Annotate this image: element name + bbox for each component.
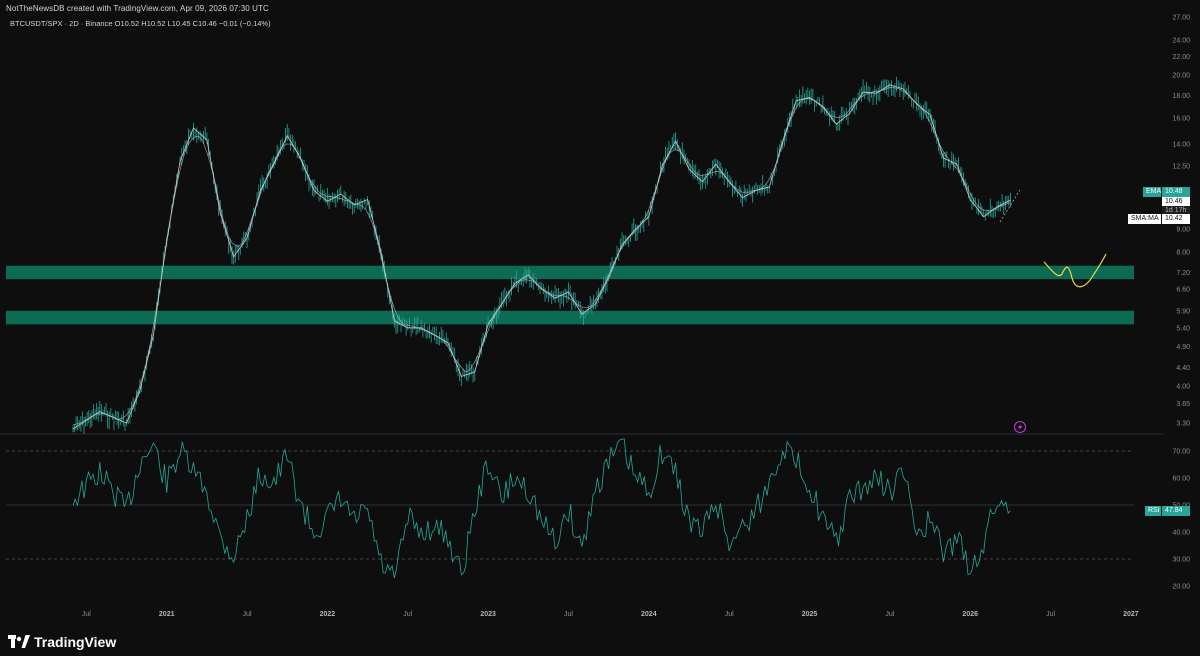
price-tick-label: 5.90 [1176, 308, 1190, 315]
last-price-label: 10.46 [1162, 197, 1190, 207]
x-tick-label: Jul [885, 611, 894, 618]
sma-label: SMA:MA [1128, 214, 1161, 224]
symbol-info[interactable]: BTCUSDT/SPX · 2D · Binance O10.52 H10.52… [10, 19, 271, 28]
sma-value-text: 10.42 [1165, 215, 1183, 222]
price-tick-label: 4.90 [1176, 344, 1190, 351]
footer: TradingView [0, 628, 1200, 656]
rsi-value-text: 47.84 [1165, 507, 1183, 514]
price-tick-label: 6.60 [1176, 287, 1190, 294]
x-tick-label: Jul [564, 611, 573, 618]
price-tick-label: 3.30 [1176, 421, 1190, 428]
rsi-tick-label: 30.00 [1172, 557, 1190, 564]
x-tick-label: Jul [725, 611, 734, 618]
symbol-name[interactable]: BTCUSDT/SPX · 2D · Binance [10, 19, 113, 28]
price-tick-label: 5.40 [1176, 325, 1190, 332]
x-tick-label: 2026 [962, 611, 978, 618]
rsi-label: RSI [1145, 506, 1161, 516]
x-tick-label: 2021 [159, 611, 175, 618]
rsi-line [72, 438, 1011, 579]
tradingview-logo-icon [8, 635, 30, 648]
ema-value: 10.48 [1162, 187, 1190, 197]
x-tick-label: Jul [1046, 611, 1055, 618]
support-zone-2 [6, 310, 1134, 325]
x-tick-label: 2024 [641, 611, 657, 618]
support-zone-1 [6, 265, 1134, 280]
x-tick-label: 2022 [320, 611, 336, 618]
ema-label: EMA [1143, 187, 1161, 197]
rsi-tick-label: 20.00 [1172, 584, 1190, 591]
ema-line [72, 86, 1011, 425]
countdown-label: 1d 17h [1162, 206, 1190, 216]
tradingview-logo[interactable]: TradingView [8, 634, 116, 650]
price-tick-label: 4.00 [1176, 383, 1190, 390]
price-tick-label: 24.00 [1172, 37, 1190, 44]
rsi-tick-label: 70.00 [1172, 449, 1190, 456]
price-tick-label: 16.00 [1172, 116, 1190, 123]
sma-value: 10.42 [1162, 214, 1190, 224]
price-tick-label: 7.20 [1176, 270, 1190, 277]
x-tick-label: Jul [243, 611, 252, 618]
price-tick-label: 9.00 [1176, 227, 1190, 234]
price-tick-label: 20.00 [1172, 72, 1190, 79]
lightning-bolt [1018, 423, 1023, 431]
rsi-tick-label: 60.00 [1172, 476, 1190, 483]
rsi-tick-label: 40.00 [1172, 530, 1190, 537]
price-tick-label: 14.00 [1172, 141, 1190, 148]
chart-title: NotTheNewsDB created with TradingView.co… [6, 4, 269, 13]
price-tick-label: 8.00 [1176, 249, 1190, 256]
rsi-label-name: RSI [1148, 507, 1160, 514]
price-tick-label: 18.00 [1172, 93, 1190, 100]
ohlc-values: O10.52 H10.52 L10.45 C10.46 −0.01 (−0.14… [114, 19, 271, 28]
price-tick-label: 12.50 [1172, 163, 1190, 170]
tradingview-logo-text: TradingView [34, 634, 117, 650]
sma-line [72, 84, 1011, 430]
price-tick-label: 22.00 [1172, 54, 1190, 61]
x-tick-label: 2027 [1123, 611, 1139, 618]
countdown-text: 1d 17h [1165, 207, 1187, 214]
x-tick-label: 2025 [802, 611, 818, 618]
projection-sketch [1043, 253, 1107, 288]
rsi-value: 47.84 [1162, 506, 1190, 516]
sma-label-name: SMA:MA [1131, 215, 1159, 222]
ema-value-text: 10.48 [1165, 188, 1183, 195]
price-tick-label: 3.65 [1176, 401, 1190, 408]
x-tick-label: Jul [82, 611, 91, 618]
lightning-icon [1014, 421, 1026, 433]
last-price-text: 10.46 [1165, 198, 1183, 205]
x-tick-label: 2023 [480, 611, 496, 618]
x-tick-label: Jul [403, 611, 412, 618]
price-tick-label: 27.00 [1172, 15, 1190, 22]
price-tick-label: 4.40 [1176, 365, 1190, 372]
ema-label-name: EMA [1146, 188, 1162, 195]
